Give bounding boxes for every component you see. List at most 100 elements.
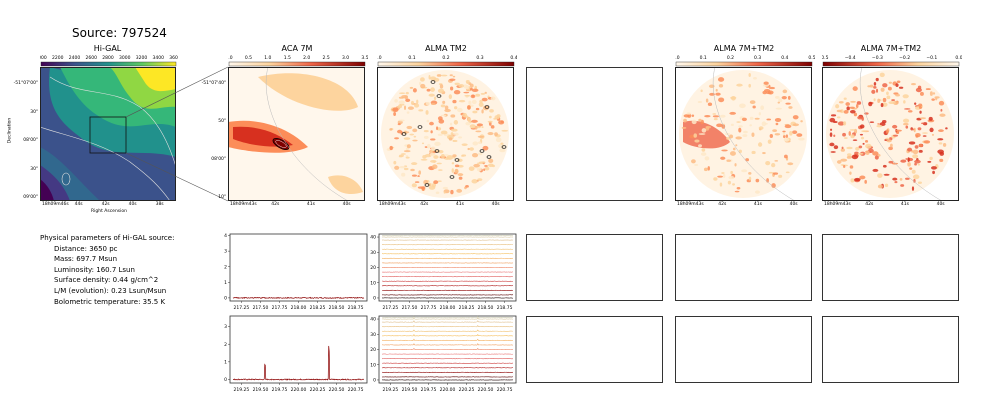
speckle-blob xyxy=(761,121,767,127)
image-ytick-label: 08'00" xyxy=(23,138,38,143)
speckle-blob xyxy=(758,142,763,147)
speckle-blob xyxy=(925,88,931,91)
xtick-label: 218.50 xyxy=(478,305,494,310)
speckle-blob xyxy=(854,177,861,182)
aca7m-image xyxy=(228,67,365,201)
speckle-blob xyxy=(715,92,721,96)
speckle-blob xyxy=(729,134,734,139)
speckle-blob xyxy=(928,116,933,121)
xtick-label: 220.00 xyxy=(291,387,307,392)
speckle-blob xyxy=(466,81,470,85)
speckle-blob xyxy=(917,127,922,131)
speckle-blob xyxy=(755,190,760,194)
speckle-blob xyxy=(437,88,445,94)
spectrum-line xyxy=(232,345,365,381)
speckle-blob xyxy=(401,153,406,155)
speckle-blob xyxy=(698,144,703,148)
speckle-blob xyxy=(721,149,728,152)
speckle-blob xyxy=(888,146,893,151)
speckle-blob xyxy=(836,116,841,119)
speckle-blob xyxy=(868,101,873,107)
speckle-blob xyxy=(738,127,742,133)
speckle-blob xyxy=(871,89,876,94)
ytick-label: 2 xyxy=(224,264,227,270)
speckle-blob xyxy=(851,154,859,160)
speckle-blob xyxy=(698,118,702,122)
speckle-blob xyxy=(917,85,922,90)
speckle-blob xyxy=(488,115,492,119)
speckle-blob xyxy=(833,145,839,150)
speckle-blob xyxy=(477,152,483,156)
speckle-blob xyxy=(922,135,927,137)
xtick-label: 218.00 xyxy=(440,305,456,310)
speckle-blob xyxy=(404,95,408,100)
speckle-blob xyxy=(758,126,764,130)
alma7mtm2-b-frame xyxy=(822,67,959,201)
speckle-blob xyxy=(412,128,418,133)
speckle-blob xyxy=(912,149,919,155)
speckle-blob xyxy=(754,117,760,120)
colorbar-tick-label: 0.5 xyxy=(808,55,815,61)
colorbar-tick-label: 2800 xyxy=(102,55,114,61)
speckle-blob xyxy=(720,156,726,160)
ytick-label: 10 xyxy=(370,362,376,368)
speckle-blob xyxy=(785,102,791,105)
speckle-blob xyxy=(416,99,419,104)
speckle-blob xyxy=(843,137,848,139)
speckle-blob xyxy=(691,119,697,125)
speckle-blob xyxy=(887,86,892,91)
speckle-blob xyxy=(889,143,893,148)
ytick-label: 0 xyxy=(373,378,376,384)
aca-spectrum-1: 0 1 2 3 4 217.25 217.50 217.75 218.00 218.25 218.5… xyxy=(224,233,368,310)
speckle-blob xyxy=(879,72,885,78)
speckle-blob xyxy=(907,157,910,163)
speckle-blob xyxy=(403,150,411,153)
speckle-blob xyxy=(852,86,858,91)
higal-ylabel: Declination xyxy=(7,117,13,144)
speckle-blob xyxy=(850,110,856,114)
ytick-label: 1 xyxy=(224,359,227,365)
speckle-blob xyxy=(468,166,475,171)
speckle-blob xyxy=(891,99,896,102)
ytick-label: 3 xyxy=(224,249,227,255)
speckle-blob xyxy=(422,188,425,191)
panel-title-almatm2: ALMA TM2 xyxy=(425,44,467,53)
speckle-blob xyxy=(471,88,479,93)
speckle-blob xyxy=(417,175,420,178)
speckle-blob xyxy=(478,102,484,107)
speckle-blob xyxy=(488,158,494,163)
speckle-blob xyxy=(437,180,442,182)
speckle-blob xyxy=(480,92,486,95)
speckle-blob xyxy=(900,159,907,163)
spectrum-line xyxy=(382,343,513,346)
speckle-blob xyxy=(873,85,877,89)
colorbar-tick-label: 1.0 xyxy=(264,55,271,61)
alma7mtm2-frame xyxy=(675,67,812,201)
speckle-blob xyxy=(729,111,737,115)
xtick-label: 217.50 xyxy=(402,305,418,310)
speckle-blob xyxy=(849,171,852,175)
speckle-blob xyxy=(798,137,805,141)
speckle-blob xyxy=(909,167,913,170)
speckle-blob xyxy=(433,155,439,159)
spectrum-line xyxy=(382,347,514,351)
image-ytick-label: 30" xyxy=(30,166,38,172)
speckle-blob xyxy=(782,89,788,94)
image-xtick-label: 41s xyxy=(306,202,315,207)
speckle-blob xyxy=(748,72,751,78)
speckle-blob xyxy=(442,186,448,190)
xtick-label: 219.25 xyxy=(383,387,399,392)
speckle-blob xyxy=(762,151,766,155)
speckle-blob xyxy=(713,118,718,121)
speckle-blob xyxy=(481,97,488,102)
speckle-blob xyxy=(494,132,498,136)
speckle-blob xyxy=(749,124,752,127)
speckle-blob xyxy=(426,143,431,149)
image-xtick-label: 41s xyxy=(455,202,464,207)
colorbar-tick-label: 0.4 xyxy=(781,55,788,61)
colorbar-alma7mtm2: 0.0 0.1 0.2 0.3 0.4 0.5 xyxy=(675,55,815,67)
speckle-blob xyxy=(707,166,710,171)
physical-mass: Mass: 697.7 Msun xyxy=(54,255,118,264)
speckle-blob xyxy=(430,87,435,92)
speckle-blob xyxy=(704,156,710,161)
